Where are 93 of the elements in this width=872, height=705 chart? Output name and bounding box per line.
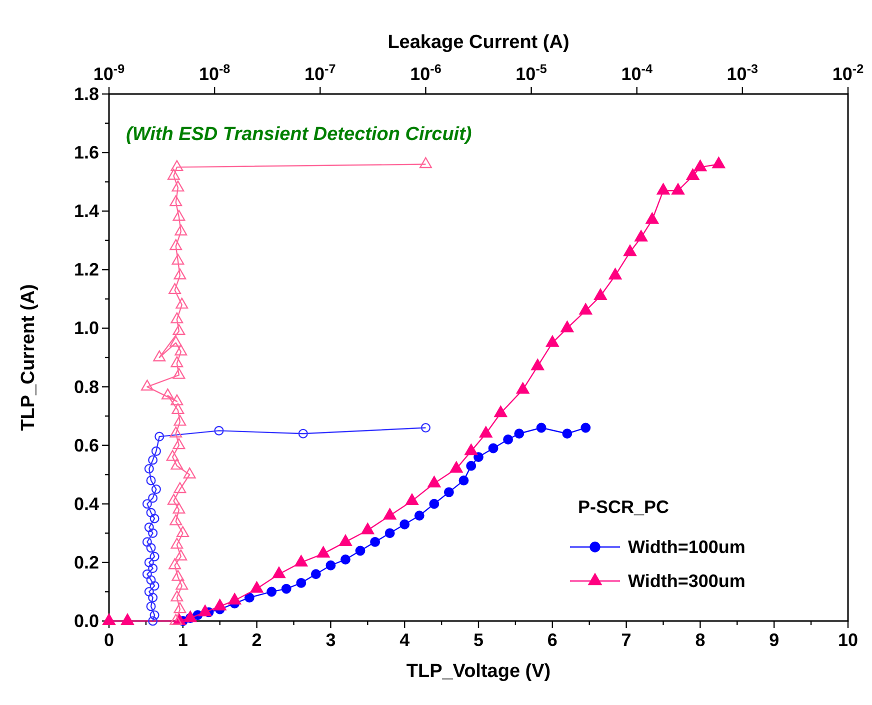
text: 0.0 (74, 611, 99, 631)
annotation: (With ESD Transient Detection Circuit) (126, 124, 472, 145)
point (250, 581, 264, 593)
point (296, 578, 306, 588)
point (383, 508, 396, 520)
point (326, 560, 336, 570)
point (266, 586, 277, 597)
x-tick-label: 2 (252, 630, 262, 650)
point (316, 546, 330, 558)
point (479, 426, 492, 438)
point (560, 320, 574, 332)
point (488, 443, 498, 454)
x-tick-label: 10 (838, 630, 858, 650)
point (466, 460, 476, 471)
x-tick-label: 4 (400, 630, 410, 650)
y-tick-label: 0.6 (74, 435, 99, 456)
y-tick-label: 0.4 (74, 494, 99, 514)
x2-tick-label: 10$^{-6}$ (410, 62, 442, 84)
legend-label: Width=300um (628, 571, 746, 591)
x-tick-label: 5 (473, 630, 484, 650)
point (474, 452, 484, 462)
point (624, 244, 636, 256)
point (694, 160, 707, 172)
point (228, 593, 242, 605)
point (546, 335, 559, 347)
point (384, 528, 395, 538)
point (406, 494, 418, 505)
y-axis-title: TLP_Current (A) (18, 284, 39, 431)
point (579, 303, 592, 315)
point (656, 183, 670, 195)
point (272, 566, 286, 578)
x-tick-label: 7 (621, 630, 632, 650)
point (712, 156, 726, 168)
point (594, 288, 607, 300)
x2-tick-label: 10$^{-5}$ (516, 62, 547, 84)
point (414, 510, 424, 521)
x2-tick-label: 10$^{-9}$ (93, 62, 125, 84)
point (102, 614, 116, 625)
point (400, 519, 410, 530)
x-tick-label: 6 (547, 630, 558, 650)
x2-tick-label: 10$^{-8}$ (198, 62, 230, 84)
point (184, 610, 197, 622)
x2-tick-label: 10$^{-4}$ (621, 62, 652, 84)
point (503, 434, 514, 444)
point (514, 428, 524, 439)
point (458, 476, 469, 486)
x2-axis-title: Leakage Current (A) (388, 32, 570, 53)
point (281, 584, 292, 594)
point (340, 554, 350, 564)
y-tick-label: 0.8 (74, 376, 99, 397)
y-tick-label: 0.2 (74, 552, 99, 572)
x-tick-label: 9 (769, 630, 780, 650)
point (244, 592, 254, 603)
point (634, 230, 648, 242)
x-tick-label: 0 (104, 630, 114, 650)
point (536, 422, 546, 433)
point (646, 212, 659, 224)
y-tick-label: 1.2 (74, 260, 99, 280)
x2-tick-label: 10$^{-2}$ (832, 62, 864, 84)
x-tick-label: 1 (178, 630, 188, 650)
y-tick-label: 1.8 (74, 84, 99, 104)
x2-tick-label: 10$^{-7}$ (304, 62, 336, 84)
point (428, 476, 441, 488)
point (338, 534, 352, 546)
point (213, 598, 226, 610)
legend-label: Width=100um (628, 537, 746, 557)
point (429, 498, 440, 509)
point (516, 382, 530, 394)
x-axis-title: TLP_Voltage (V) (406, 661, 551, 682)
point (672, 183, 685, 195)
point (294, 555, 308, 566)
point (450, 461, 463, 473)
point (361, 522, 374, 534)
x2-tick-label: 10$^{-3}$ (726, 62, 758, 84)
point (120, 614, 134, 625)
y-tick-label: 1.0 (74, 318, 99, 338)
point (494, 406, 508, 418)
point (370, 536, 380, 547)
point (686, 168, 700, 180)
x-tick-label: 3 (326, 630, 336, 650)
y-tick-label: 1.6 (74, 142, 99, 163)
point (355, 546, 366, 556)
point (444, 487, 454, 498)
point (464, 444, 478, 456)
point (580, 422, 591, 433)
point (198, 604, 212, 616)
y-tick-label: 1.4 (74, 201, 99, 222)
point (562, 428, 572, 439)
point (310, 569, 321, 580)
point (531, 358, 544, 370)
point (608, 268, 622, 280)
legend-title: P-SCR_PC (578, 497, 670, 517)
x-tick-label: 8 (695, 630, 706, 650)
